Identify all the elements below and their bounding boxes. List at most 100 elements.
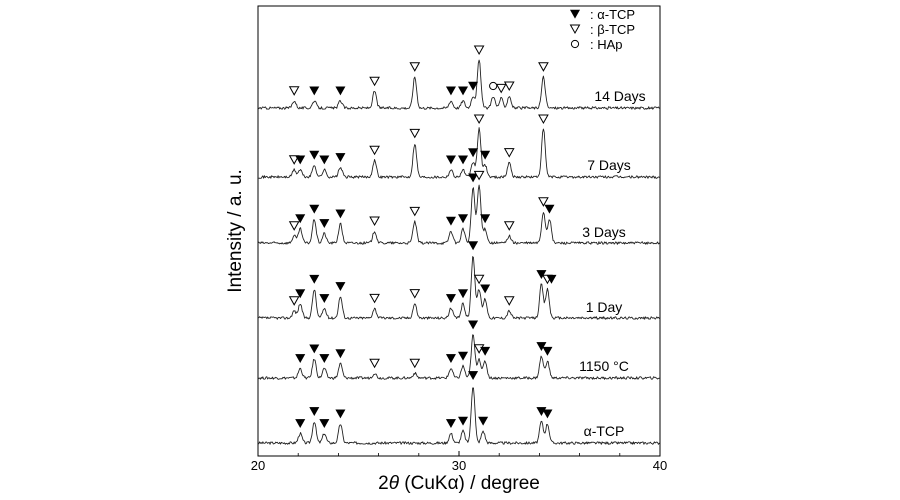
legend: : α-TCP: β-TCP: HAp bbox=[569, 7, 635, 52]
x-axis-title-theta: θ bbox=[389, 473, 400, 494]
y-axis-title: Intensity / a. u. bbox=[225, 169, 246, 293]
marker-alpha-s0-1 bbox=[309, 407, 320, 417]
marker-alpha-s3-4 bbox=[335, 209, 346, 219]
marker-beta-s4-0 bbox=[288, 155, 300, 165]
marker-alpha-s0-2 bbox=[319, 419, 330, 429]
marker-beta-s4-10 bbox=[473, 114, 485, 125]
legend-label-beta: : β-TCP bbox=[590, 22, 635, 37]
marker-alpha-s5-5 bbox=[445, 86, 456, 96]
marker-beta-s5-12 bbox=[538, 62, 549, 72]
marker-alpha-s4-11 bbox=[480, 150, 491, 160]
x-tick-label-0: 20 bbox=[251, 458, 265, 473]
marker-alpha-s1-11 bbox=[536, 342, 547, 352]
marker-beta-s4-13 bbox=[538, 114, 549, 125]
marker-beta-s5-8 bbox=[473, 45, 485, 56]
marker-alpha-s2-3 bbox=[319, 294, 330, 304]
marker-alpha-s5-2 bbox=[335, 86, 346, 96]
marker-hap-s5-9 bbox=[489, 81, 498, 91]
marker-beta-s2-12 bbox=[503, 296, 515, 306]
marker-alpha-s3-9 bbox=[468, 173, 479, 183]
marker-alpha-s2-11 bbox=[480, 284, 491, 294]
legend-marker-hap bbox=[570, 39, 580, 49]
series-line-2 bbox=[257, 256, 661, 320]
marker-alpha-s1-6 bbox=[445, 354, 456, 364]
x-axis-title: 2θ (CuKα) / degree bbox=[378, 473, 540, 494]
marker-beta-s5-0 bbox=[288, 86, 300, 96]
legend-label-alpha: : α-TCP bbox=[590, 7, 635, 22]
marker-beta-s5-11 bbox=[503, 81, 515, 92]
marker-alpha-s1-8 bbox=[468, 320, 479, 330]
marker-alpha-s3-2 bbox=[309, 204, 320, 214]
x-ticks-group: 20 30 40 bbox=[251, 451, 667, 473]
marker-alpha-s0-4 bbox=[445, 419, 456, 429]
series-labels-group: α-TCP 1150 °C 1 Day 3 Days 7 Days 14 Days bbox=[579, 88, 646, 439]
marker-alpha-s3-7 bbox=[445, 216, 456, 226]
marker-beta-s4-5 bbox=[369, 145, 380, 156]
x-tick-label-1: 30 bbox=[452, 458, 466, 473]
marker-alpha-s4-7 bbox=[445, 155, 456, 165]
marker-alpha-s3-3 bbox=[319, 219, 330, 229]
markers-group bbox=[288, 45, 557, 429]
marker-alpha-s4-3 bbox=[319, 155, 330, 165]
legend-marker-alpha bbox=[569, 9, 581, 19]
legend-marker-beta bbox=[569, 24, 581, 35]
marker-alpha-s2-2 bbox=[309, 274, 320, 284]
series-line-0 bbox=[257, 387, 661, 445]
x-axis-title-prefix: 2 bbox=[378, 473, 389, 494]
series-label-2: 1 Day bbox=[586, 299, 623, 315]
marker-alpha-s5-6 bbox=[458, 86, 469, 96]
marker-alpha-s3-8 bbox=[458, 214, 469, 224]
marker-beta-s2-0 bbox=[288, 296, 300, 306]
x-axis-title-rest: (CuKα) / degree bbox=[399, 473, 540, 494]
marker-alpha-s2-8 bbox=[458, 289, 469, 299]
series-label-4: 7 Days bbox=[587, 157, 631, 173]
series-line-5 bbox=[257, 59, 661, 110]
marker-beta-s2-10 bbox=[473, 274, 485, 285]
marker-alpha-s1-12 bbox=[542, 346, 553, 356]
marker-alpha-s4-9 bbox=[468, 148, 479, 158]
marker-beta-s5-4 bbox=[409, 62, 421, 72]
marker-alpha-s0-3 bbox=[335, 409, 346, 419]
marker-alpha-s2-7 bbox=[445, 294, 456, 304]
marker-alpha-s4-8 bbox=[458, 155, 469, 165]
marker-alpha-s0-5 bbox=[458, 416, 469, 426]
marker-alpha-s0-7 bbox=[478, 416, 489, 426]
series-label-5: 14 Days bbox=[594, 88, 645, 104]
marker-beta-s3-10 bbox=[473, 170, 485, 181]
marker-beta-s3-0 bbox=[288, 221, 300, 231]
marker-alpha-s1-7 bbox=[458, 351, 469, 361]
marker-beta-s1-4 bbox=[369, 358, 380, 369]
marker-alpha-s4-4 bbox=[335, 153, 346, 163]
marker-beta-s5-10 bbox=[495, 83, 507, 94]
x-tick-label-2: 40 bbox=[653, 458, 667, 473]
series-line-3 bbox=[257, 184, 661, 245]
marker-alpha-s0-0 bbox=[295, 419, 306, 429]
series-line-1 bbox=[257, 334, 661, 380]
marker-beta-s3-5 bbox=[369, 216, 380, 227]
series-line-4 bbox=[257, 127, 661, 179]
marker-alpha-s2-1 bbox=[295, 289, 306, 299]
marker-alpha-s3-1 bbox=[295, 214, 306, 224]
marker-alpha-s5-1 bbox=[309, 86, 320, 96]
marker-alpha-s5-7 bbox=[468, 81, 479, 91]
marker-beta-s4-12 bbox=[503, 148, 515, 158]
marker-alpha-s4-2 bbox=[309, 150, 320, 160]
marker-alpha-s2-15 bbox=[546, 274, 557, 284]
marker-alpha-s2-4 bbox=[335, 282, 346, 292]
marker-beta-s2-6 bbox=[409, 289, 421, 299]
marker-alpha-s0-9 bbox=[542, 409, 553, 419]
marker-beta-s3-12 bbox=[503, 221, 515, 231]
marker-beta-s5-3 bbox=[369, 76, 380, 87]
series-label-1: 1150 °C bbox=[579, 358, 629, 374]
marker-alpha-s2-9 bbox=[468, 241, 479, 251]
series-label-3: 3 Days bbox=[582, 224, 626, 240]
marker-beta-s4-6 bbox=[409, 128, 421, 139]
marker-alpha-s1-2 bbox=[319, 354, 330, 364]
marker-alpha-s1-1 bbox=[309, 344, 320, 354]
marker-alpha-s3-11 bbox=[480, 214, 491, 224]
marker-beta-s3-6 bbox=[409, 206, 421, 217]
series-label-0: α-TCP bbox=[584, 423, 625, 439]
marker-alpha-s0-6 bbox=[468, 371, 479, 381]
marker-beta-s2-5 bbox=[369, 293, 380, 304]
marker-alpha-s1-0 bbox=[295, 354, 306, 364]
